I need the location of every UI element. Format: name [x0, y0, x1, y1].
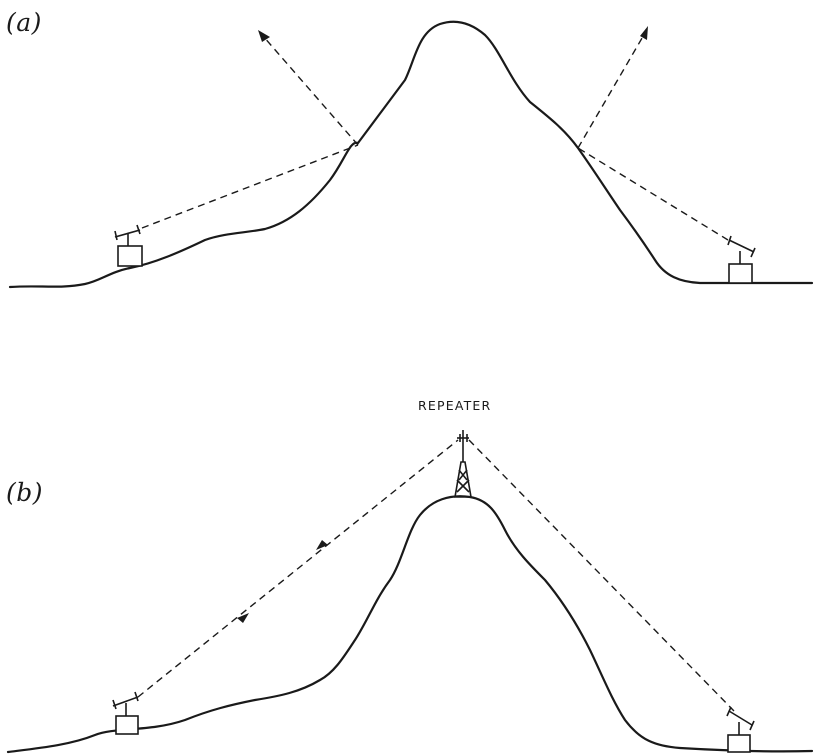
- panel-a-left-station: [114, 224, 143, 267]
- panel-b-left-beam-arrowhead-down: [237, 613, 249, 623]
- panel-a-left-station-dish-bar: [114, 229, 141, 238]
- panel-b-left-beam: [137, 439, 459, 698]
- panel-b-right-station-dish-tick-left: [726, 706, 732, 717]
- panel-a-right-station-dish-tick-right: [750, 247, 756, 258]
- repeater-tower-frame: [454, 461, 472, 498]
- panel-a-left-incident-beam: [141, 144, 359, 229]
- panel-b-right-beam: [468, 439, 736, 713]
- panel-b-right-station: [726, 706, 755, 753]
- panel-a-right-station-box: [728, 263, 753, 284]
- repeater-tower-brace-2: [456, 479, 470, 493]
- panel-b-left-station-box: [115, 715, 139, 735]
- panel-b-left-station-dish-tick-right: [134, 691, 139, 702]
- panel-b-right-station-box: [727, 734, 751, 753]
- repeater-label: REPEATER: [418, 398, 492, 413]
- panel-b-right-station-dish-bar: [728, 710, 753, 726]
- panel-a-right-reflected-beam: [577, 32, 646, 149]
- panel-a: [8, 20, 814, 289]
- panel-a-label: (a): [6, 8, 42, 37]
- panel-b-left-station-dish-tick-left: [112, 699, 117, 710]
- panel-b-left-station-dish-bar: [112, 696, 139, 707]
- panel-a-right-station-dish-tick-left: [727, 235, 732, 246]
- panel-a-left-reflected-arrowhead: [258, 30, 270, 42]
- panel-a-left-station-dish-tick-left: [114, 230, 118, 241]
- panel-a-left-station-box: [117, 245, 143, 267]
- panel-b-terrain: [6, 495, 814, 754]
- panel-a-right-incident-beam: [577, 147, 729, 241]
- panel-b-right-station-dish-tick-right: [749, 720, 755, 731]
- panel-a-right-station-dish-bar: [728, 239, 755, 253]
- repeater-tower: [454, 430, 472, 498]
- panel-b: [6, 430, 814, 754]
- repeater-tower-brace-4: [458, 469, 468, 481]
- panel-a-left-reflected-beam: [262, 35, 359, 146]
- panel-a-right-station: [727, 235, 756, 284]
- panel-a-terrain: [8, 20, 814, 289]
- panel-a-left-station-dish-tick-right: [136, 224, 141, 235]
- panel-b-label: (b): [6, 478, 44, 507]
- panel-a-right-reflected-arrowhead: [640, 26, 648, 40]
- panel-b-left-station: [112, 691, 139, 735]
- panel-b-left-beam-arrowhead-up: [316, 540, 328, 550]
